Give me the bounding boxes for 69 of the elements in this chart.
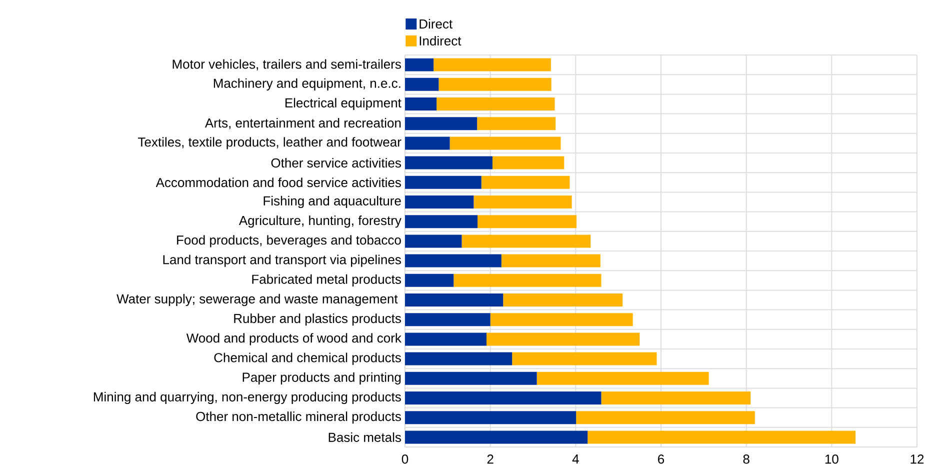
y-tick-label: Rubber and plastics products xyxy=(234,314,401,326)
y-tick-label: Motor vehicles, trailers and semi-trailers xyxy=(172,59,401,70)
bar xyxy=(405,411,576,424)
bar xyxy=(478,215,577,228)
bar xyxy=(405,195,474,208)
bar xyxy=(405,117,478,130)
bar xyxy=(405,78,439,91)
bar xyxy=(405,352,512,366)
bar xyxy=(405,391,602,404)
x-tick-label: 10 xyxy=(825,454,838,464)
y-tick-label: Wood and products of wood and cork xyxy=(186,333,402,346)
bar xyxy=(576,411,755,424)
y-tick-label: Mining and quarrying, non-energy producing products xyxy=(94,392,401,404)
bar xyxy=(474,195,572,208)
x-tick-label: 8 xyxy=(743,454,750,464)
bar xyxy=(512,352,657,366)
bar xyxy=(477,117,556,130)
y-tick-label: Food products, beverages and tobacco xyxy=(177,235,401,248)
bar xyxy=(405,313,490,326)
bar xyxy=(481,176,570,189)
bar xyxy=(492,156,564,170)
y-tick-label: Accommodation and food service activities xyxy=(156,178,401,188)
y-tick-label: Agriculture, hunting, forestry xyxy=(238,216,402,228)
bar xyxy=(536,372,709,385)
x-tick-label: 12 xyxy=(910,454,924,464)
legend-label: Direct xyxy=(420,19,452,29)
bar xyxy=(486,332,640,346)
y-tick-label: Textiles, textile products, leather and footwear xyxy=(138,137,402,150)
y-tick-label: Fabricated metal products xyxy=(252,274,401,286)
bar xyxy=(405,274,454,287)
bar xyxy=(462,234,591,248)
bar xyxy=(405,372,537,385)
y-tick-label: Arts, entertainment and recreation xyxy=(204,118,401,130)
bar xyxy=(405,332,486,346)
bar xyxy=(454,274,602,287)
y-tick-label: Machinery and equipment, n.e.c. xyxy=(214,78,400,90)
y-tick-label: Other non-metallic mineral products xyxy=(196,412,401,424)
y-tick-label: Basic metals xyxy=(328,432,401,442)
bar xyxy=(405,430,588,444)
bar xyxy=(405,293,504,306)
y-tick-label: Other service activities xyxy=(271,158,401,168)
bar xyxy=(405,156,492,170)
bar xyxy=(405,136,450,150)
bar xyxy=(436,97,555,110)
bar xyxy=(434,58,551,72)
y-tick-label: Land transport and transport via pipelines xyxy=(163,254,401,267)
y-tick-label: Electrical equipment xyxy=(285,98,402,110)
bar xyxy=(503,293,623,306)
bar xyxy=(601,391,751,404)
legend-label: Indirect xyxy=(420,36,462,46)
bar xyxy=(405,176,482,189)
y-tick-label: Water supply; sewerage and waste management xyxy=(116,294,398,306)
bar xyxy=(405,58,434,72)
bar xyxy=(405,254,502,268)
bar xyxy=(438,78,552,91)
x-tick-label: 0 xyxy=(402,454,408,464)
x-tick-label: 4 xyxy=(572,454,579,464)
y-tick-label: Paper products and printing xyxy=(242,372,401,384)
bar xyxy=(405,215,478,228)
bar xyxy=(405,234,462,248)
bar xyxy=(501,254,600,268)
y-tick-label: Fishing and aquaculture xyxy=(264,196,401,208)
bar xyxy=(405,97,437,110)
bar xyxy=(588,430,856,444)
x-tick-label: 6 xyxy=(658,454,664,464)
x-tick-label: 2 xyxy=(487,454,494,464)
bar xyxy=(490,313,633,326)
bar xyxy=(450,136,561,150)
y-tick-label: Chemical and chemical products xyxy=(214,352,401,365)
